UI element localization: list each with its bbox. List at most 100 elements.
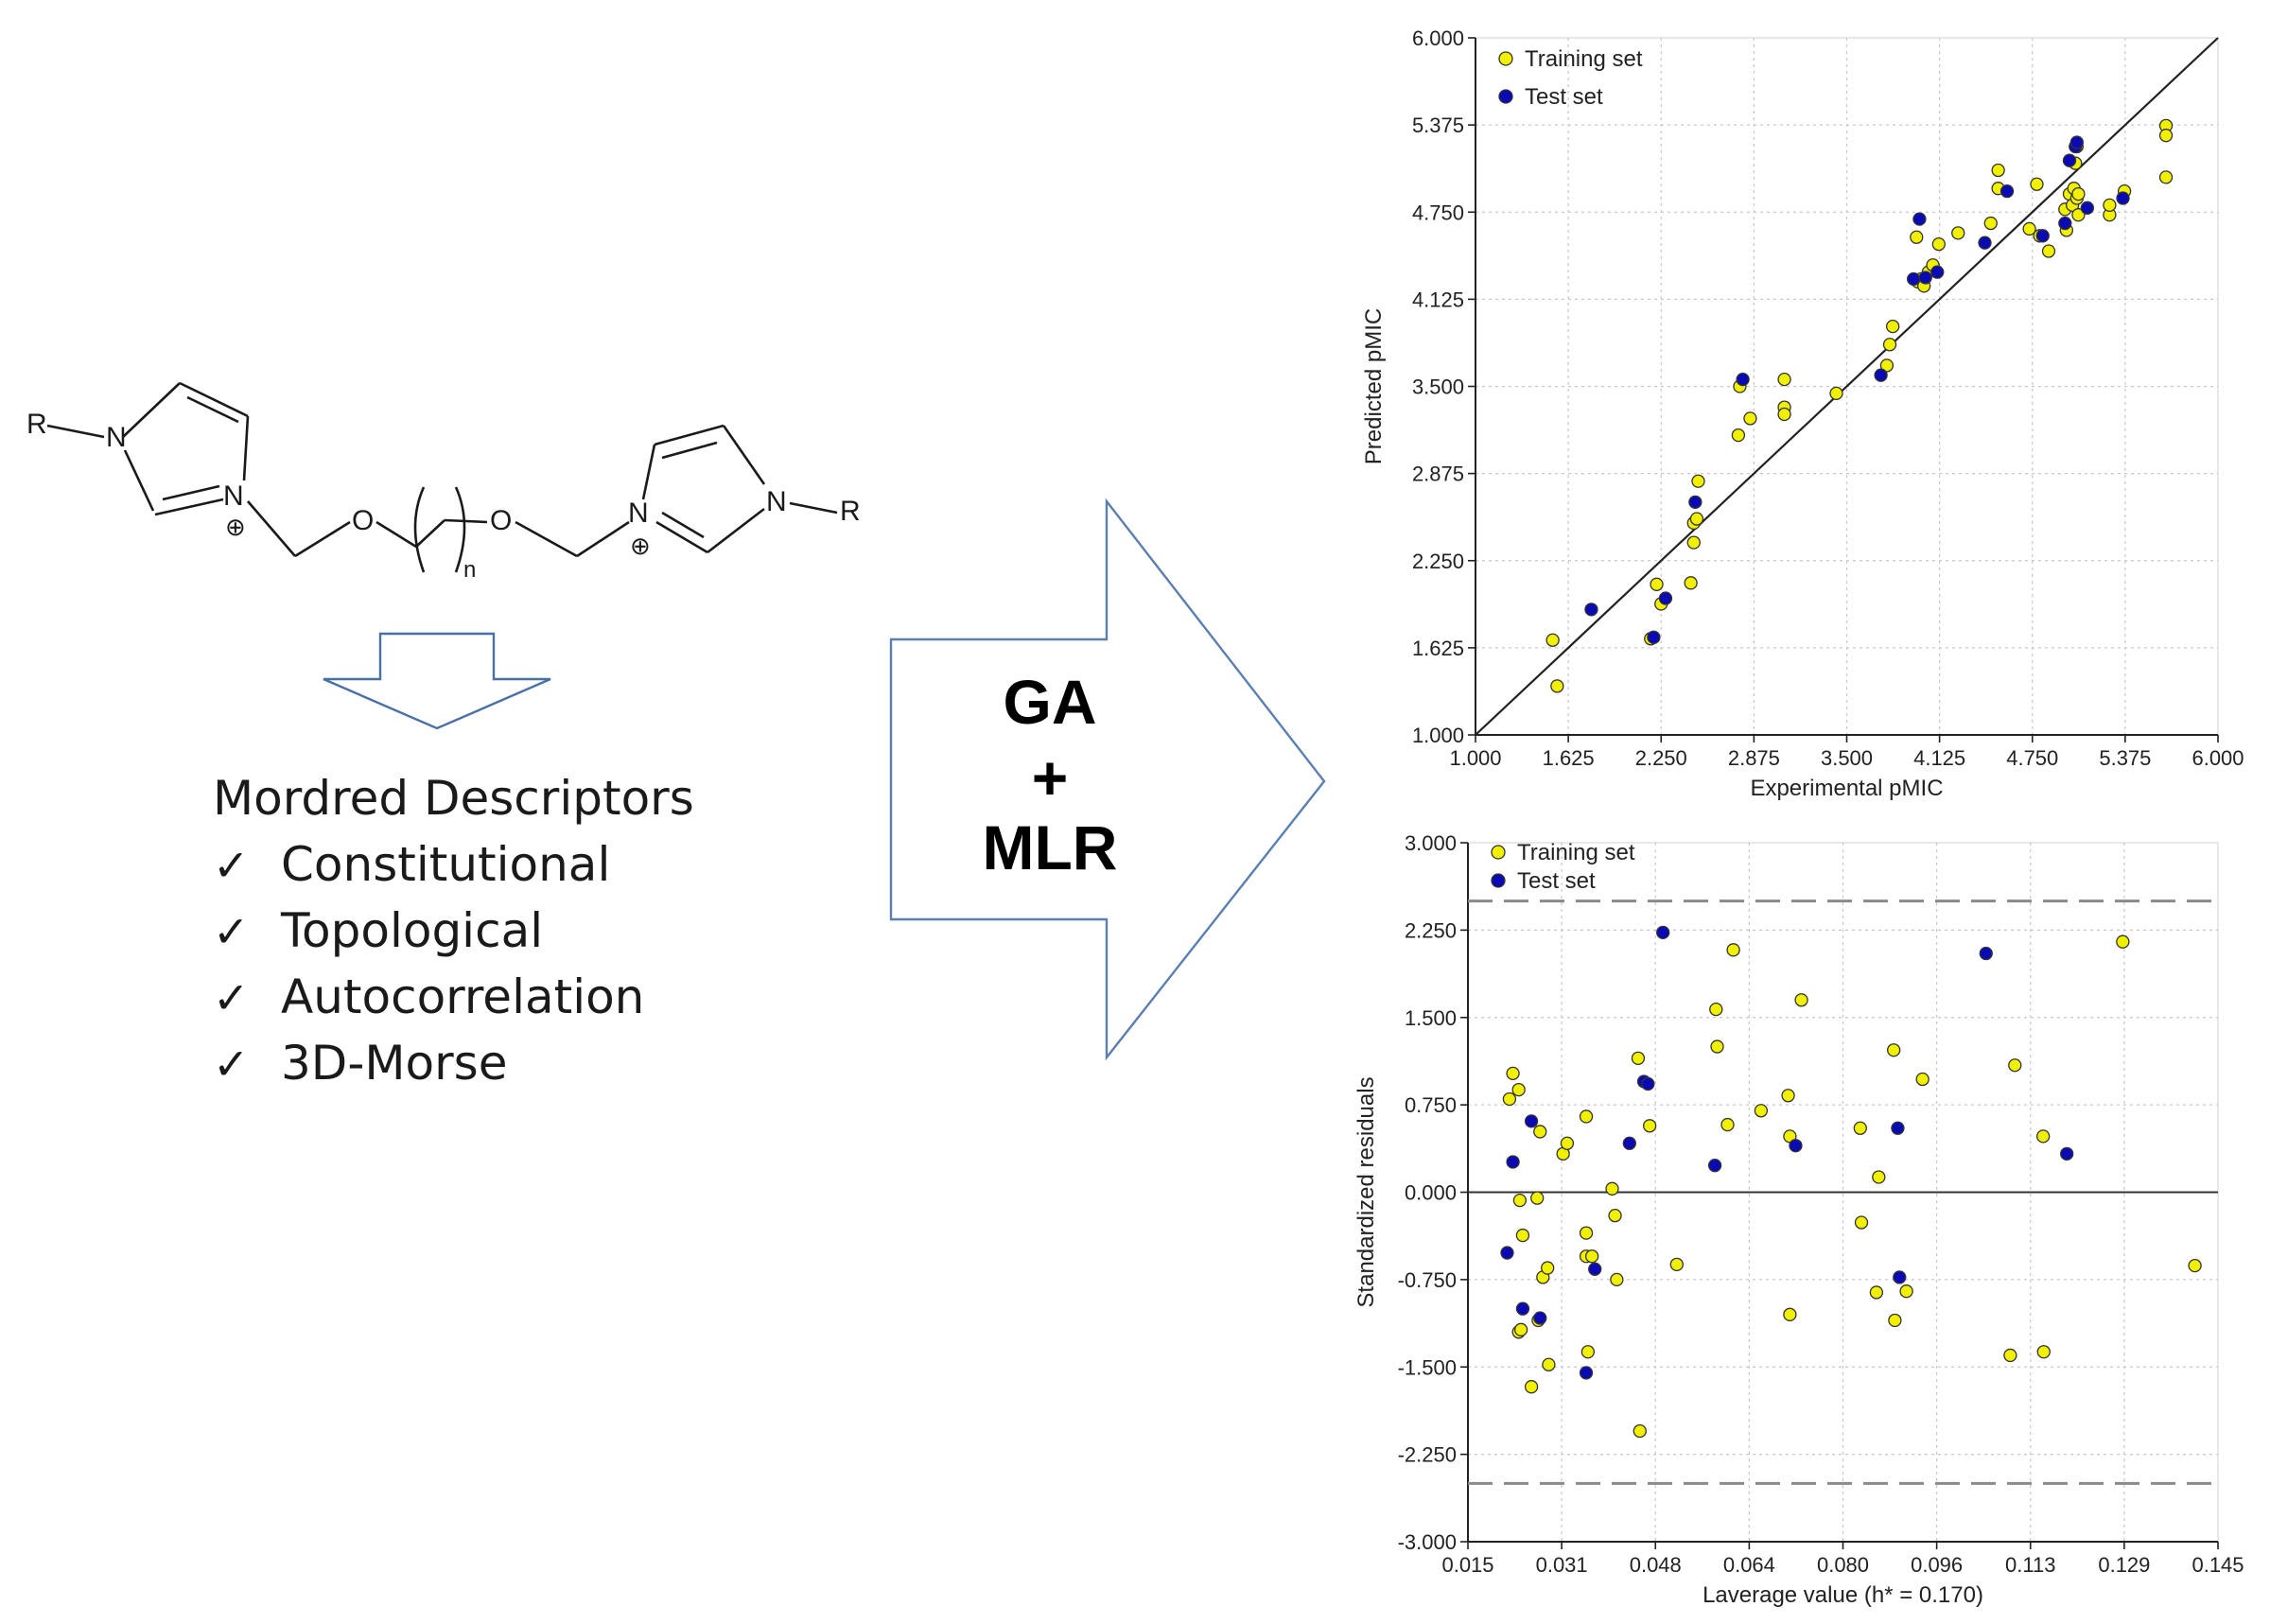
x-tick-label: 5.375	[2099, 746, 2151, 770]
training-point	[2103, 198, 2117, 213]
y-tick-label: 2.250	[1405, 918, 1457, 942]
training-point	[1542, 1357, 1556, 1371]
training-point	[1931, 237, 1946, 252]
ring-left-bond	[242, 415, 250, 481]
test-point	[1515, 1301, 1530, 1316]
test-point	[1579, 1366, 1594, 1380]
chain-bond	[515, 520, 578, 558]
training-point	[2041, 244, 2056, 258]
x-tick-label: 0.064	[1723, 1553, 1775, 1577]
legend-marker	[1491, 873, 1506, 888]
training-point	[1879, 358, 1895, 373]
test-point	[1533, 1311, 1547, 1325]
x-tick-label: 2.875	[1728, 746, 1780, 770]
descriptor-label: Constitutional	[281, 837, 611, 892]
training-point	[1605, 1181, 1619, 1196]
test-point	[1588, 1262, 1602, 1276]
chain-bond	[444, 518, 488, 524]
training-point	[1915, 1072, 1930, 1087]
test-point	[1641, 1076, 1655, 1091]
training-point	[2036, 1345, 2051, 1359]
test-point	[1584, 602, 1598, 617]
training-point	[1541, 1261, 1555, 1275]
training-point	[1886, 319, 1900, 334]
training-point	[1530, 1191, 1545, 1205]
training-point	[1686, 535, 1701, 550]
test-point	[1647, 630, 1661, 644]
test-point	[2116, 191, 2130, 205]
descriptor-label: Topological	[281, 903, 544, 958]
charge-right: ⊕	[630, 532, 651, 560]
training-point	[1511, 1082, 1526, 1097]
x-tick-label: 0.145	[2191, 1553, 2244, 1577]
y-tick-label: 2.250	[1412, 550, 1464, 573]
training-point	[1669, 1257, 1684, 1272]
training-point	[1643, 1119, 1657, 1133]
test-point	[1891, 1121, 1905, 1135]
training-point	[1794, 993, 1808, 1007]
x-tick-label: 3.500	[1821, 746, 1873, 770]
training-point	[1550, 679, 1564, 693]
ring-left-bond	[162, 484, 220, 501]
training-point	[1502, 1091, 1517, 1107]
bracket-left	[413, 486, 426, 573]
x-tick-label: 6.000	[2191, 746, 2244, 770]
y-tick-label: 0.000	[1405, 1181, 1457, 1205]
training-point	[1829, 386, 1843, 401]
training-point	[1743, 411, 1757, 426]
y-tick-label: 6.000	[1412, 26, 1464, 50]
training-point	[1585, 1249, 1599, 1264]
training-point	[1777, 372, 1791, 387]
molecule-structure: R N N ⊕ O n O N ⊕ N R	[26, 381, 861, 583]
test-point	[1656, 925, 1670, 939]
test-point	[1736, 372, 1750, 387]
x-axis-label: Laverage value (h* = 0.170)	[1702, 1582, 1983, 1608]
training-point	[1882, 338, 1897, 352]
training-point	[1545, 633, 1560, 647]
descriptor-label: 3D-Morse	[281, 1036, 508, 1091]
training-point	[1580, 1345, 1596, 1359]
descriptor-item: ✓ 3D-Morse	[213, 1036, 507, 1091]
ring-right-bond	[654, 424, 725, 446]
chain-bond	[576, 520, 630, 558]
x-tick-label: 0.113	[2005, 1553, 2055, 1577]
regression-line	[1475, 37, 2219, 736]
training-point	[1853, 1121, 1867, 1135]
training-point	[1691, 474, 1705, 488]
atom-n-left: N	[106, 422, 127, 453]
y-axis-label: Predicted pMIC	[1361, 308, 1387, 464]
method-arrow	[889, 498, 1326, 1061]
test-point	[1688, 495, 1702, 509]
training-point	[1709, 1002, 1723, 1017]
training-point	[2071, 208, 2086, 222]
training-point	[1783, 1307, 1797, 1321]
ring-left-bond	[122, 382, 181, 438]
test-point	[2060, 1146, 2074, 1161]
test-point	[2069, 135, 2085, 149]
x-tick-label: 0.129	[2098, 1553, 2150, 1577]
training-point	[1689, 512, 1704, 526]
test-point	[1999, 183, 2015, 199]
training-point	[2158, 129, 2174, 143]
y-tick-label: -2.250	[1398, 1443, 1457, 1467]
y-tick-label: 1.000	[1412, 724, 1464, 747]
atom-o-left: O	[352, 505, 374, 536]
legend-marker	[1498, 51, 1513, 66]
test-point	[1979, 946, 1993, 961]
training-point	[1610, 1272, 1624, 1287]
check-icon: ✓	[213, 906, 250, 957]
charge-left: ⊕	[225, 513, 246, 541]
x-tick-label: 1.625	[1543, 746, 1595, 770]
legend-label: Training set	[1517, 840, 1635, 865]
training-point	[1983, 216, 1998, 231]
training-point	[1854, 1215, 1869, 1230]
ring-right-bond	[661, 511, 705, 539]
test-point	[1524, 1114, 1539, 1128]
test-point	[2058, 216, 2072, 231]
x-tick-label: 0.031	[1536, 1553, 1588, 1577]
training-point	[2158, 170, 2174, 184]
legend-label: Training set	[1525, 46, 1643, 72]
y-tick-label: 3.000	[1405, 831, 1457, 855]
training-point	[1506, 1066, 1520, 1081]
ring-left-bond	[123, 449, 155, 512]
